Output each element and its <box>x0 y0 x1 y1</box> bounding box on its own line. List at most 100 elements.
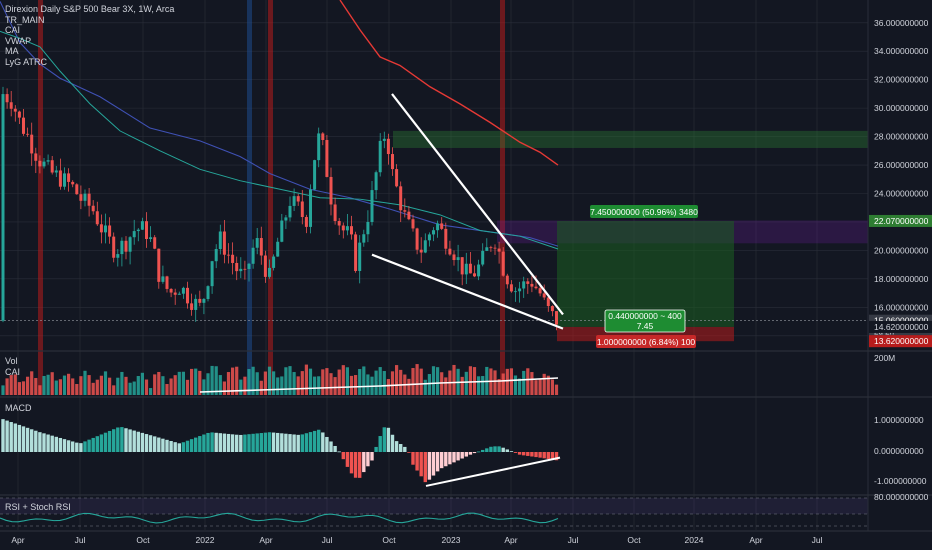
candle-body <box>95 211 99 225</box>
indicator-label[interactable]: VWAP <box>5 35 32 46</box>
macd-histogram-bar <box>230 434 235 452</box>
candle-body <box>518 288 522 292</box>
candle-body <box>231 254 235 263</box>
macd-histogram-bar <box>353 452 358 478</box>
candle-body <box>71 181 75 185</box>
volume-bar <box>83 370 87 395</box>
candle-body <box>555 311 558 325</box>
price-tick-label: 36.000000000 <box>874 18 929 28</box>
macd-histogram-bar <box>189 439 194 452</box>
candle-body <box>292 196 296 206</box>
pane-separators <box>0 0 932 532</box>
macd-histogram-bar <box>509 451 514 452</box>
candle-body <box>485 247 489 251</box>
macd-histogram-bar <box>259 433 263 452</box>
indicator-label[interactable]: CAI <box>5 25 21 35</box>
volume-bar <box>194 368 198 395</box>
candle-body <box>317 133 321 161</box>
trendlines <box>371 93 564 330</box>
macd-histogram-bar <box>550 452 555 460</box>
macd-histogram-bar <box>62 439 67 452</box>
macd-histogram-bar <box>214 432 218 452</box>
volume-bar <box>419 368 423 395</box>
volume-bar <box>46 374 50 395</box>
ma-mid-line <box>0 1 559 247</box>
candle-body <box>399 186 403 211</box>
wedge-upper-trendline <box>391 93 564 316</box>
volume-bar <box>452 364 456 395</box>
symbol-title[interactable]: Direxion Daily S&P 500 Bear 3X, 1W, Arca <box>5 4 175 14</box>
time-tick-label: Jul <box>322 535 333 545</box>
price-badge-label: 15.060000000 <box>874 316 929 326</box>
candle-body <box>222 231 226 255</box>
candle-body <box>17 111 21 118</box>
volume-bar <box>390 371 395 395</box>
volume-bar <box>415 364 419 395</box>
volume-bar <box>169 378 173 395</box>
macd-histogram-bar <box>435 452 440 472</box>
price-tick-label: 24.000000000 <box>874 188 929 198</box>
volume-bar <box>493 370 497 395</box>
highlight-band <box>500 0 505 395</box>
macd-histogram-bar <box>378 436 382 452</box>
macd-histogram-bar <box>476 451 481 453</box>
macd-histogram-bar <box>337 451 341 453</box>
volume-bar <box>472 367 477 395</box>
volume-pane-label[interactable]: Vol <box>5 356 18 366</box>
volume-bar <box>382 371 386 395</box>
macd-histogram-bar <box>526 452 530 456</box>
candle-body <box>313 160 317 190</box>
macd-histogram-bar <box>222 433 227 452</box>
candle-body <box>304 217 308 227</box>
candle-body <box>415 228 419 250</box>
candle-body <box>255 238 259 248</box>
price-badge-label: 13.620000000 <box>874 336 929 346</box>
macd-histogram-bar <box>280 433 284 452</box>
volume-bar <box>71 378 75 395</box>
macd-histogram-bar <box>276 432 280 452</box>
indicator-label[interactable]: TR_MAIN <box>5 14 45 25</box>
time-axis[interactable]: Apr Jul Oct 2022 Apr Jul Oct 2023 Apr Jul Oct 2024 A… <box>11 535 822 545</box>
volume-bar <box>54 380 58 395</box>
position-tool[interactable]: 7.450000000 (50.96%) 3480 0.440000000 ~ … <box>590 205 698 348</box>
candle-body <box>427 234 431 241</box>
volume-bar <box>538 378 542 395</box>
time-tick-label: Apr <box>11 535 24 545</box>
candle-body <box>444 228 448 249</box>
volume-bar <box>509 368 513 395</box>
time-tick-label: Apr <box>749 535 762 545</box>
macd-histogram-bar <box>103 432 108 452</box>
candle-body <box>493 247 497 249</box>
time-tick-label: Jul <box>568 535 579 545</box>
candle-body <box>309 189 312 227</box>
indicator-label[interactable]: LyG ATRC <box>5 56 48 67</box>
candle-body <box>345 226 349 231</box>
volume-bar <box>165 384 169 395</box>
volume-bar <box>26 376 30 395</box>
macd-pane-label[interactable]: MACD <box>5 403 32 413</box>
volume-bar <box>177 371 181 395</box>
rsi-pane-label[interactable]: RSI + Stoch RSI <box>5 502 71 512</box>
macd-histogram-bar <box>329 441 333 452</box>
volume-bar <box>444 377 448 395</box>
position-profit-zone <box>557 220 734 327</box>
candle-body <box>407 211 411 220</box>
price-tick-label: 20.000000000 <box>874 245 929 255</box>
candle-body <box>67 173 71 182</box>
price-badge-bg <box>869 320 932 333</box>
time-tick-label: Oct <box>136 535 150 545</box>
highlight-band <box>268 0 273 395</box>
volume-bar <box>518 378 522 395</box>
candle-body <box>366 221 370 235</box>
candle-body <box>30 134 34 154</box>
cai-pane-label[interactable]: CAI <box>5 367 21 377</box>
volume-bar <box>296 376 300 395</box>
volume-bars <box>1 364 559 395</box>
macd-histogram-bar <box>13 423 17 452</box>
volume-bar <box>62 375 67 395</box>
volume-bar <box>218 375 222 395</box>
price-axis[interactable]: 36.000000000 34.000000000 32.000000000 30.0… <box>874 18 929 341</box>
indicator-label[interactable]: MA <box>5 46 19 56</box>
